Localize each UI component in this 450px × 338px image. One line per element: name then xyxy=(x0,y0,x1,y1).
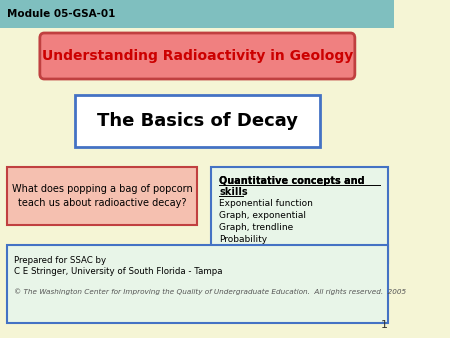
Text: Exponential function: Exponential function xyxy=(219,199,313,208)
Text: Quantitative concepts and: Quantitative concepts and xyxy=(219,176,365,186)
Text: Graph, trendline: Graph, trendline xyxy=(219,223,293,232)
Text: 1: 1 xyxy=(381,320,388,330)
Text: Quantitative concepts and: Quantitative concepts and xyxy=(219,176,365,186)
FancyBboxPatch shape xyxy=(0,0,394,28)
Text: C E Stringer, University of South Florida - Tampa: C E Stringer, University of South Florid… xyxy=(14,267,223,276)
Text: Graph, exponential: Graph, exponential xyxy=(219,211,306,220)
FancyBboxPatch shape xyxy=(7,167,198,225)
Text: Understanding Radioactivity in Geology: Understanding Radioactivity in Geology xyxy=(42,49,353,63)
Text: © The Washington Center for Improving the Quality of Undergraduate Education.  A: © The Washington Center for Improving th… xyxy=(14,288,407,295)
Text: Prepared for SSAC by: Prepared for SSAC by xyxy=(14,256,107,265)
Text: What does popping a bag of popcorn
teach us about radioactive decay?: What does popping a bag of popcorn teach… xyxy=(12,184,192,208)
FancyBboxPatch shape xyxy=(212,167,388,263)
Text: Probability: Probability xyxy=(219,235,267,244)
FancyBboxPatch shape xyxy=(75,95,320,147)
FancyBboxPatch shape xyxy=(40,33,355,79)
Text: Module 05-GSA-01: Module 05-GSA-01 xyxy=(8,9,116,19)
Text: skills: skills xyxy=(219,187,248,197)
FancyBboxPatch shape xyxy=(7,245,388,323)
Text: The Basics of Decay: The Basics of Decay xyxy=(97,112,298,130)
